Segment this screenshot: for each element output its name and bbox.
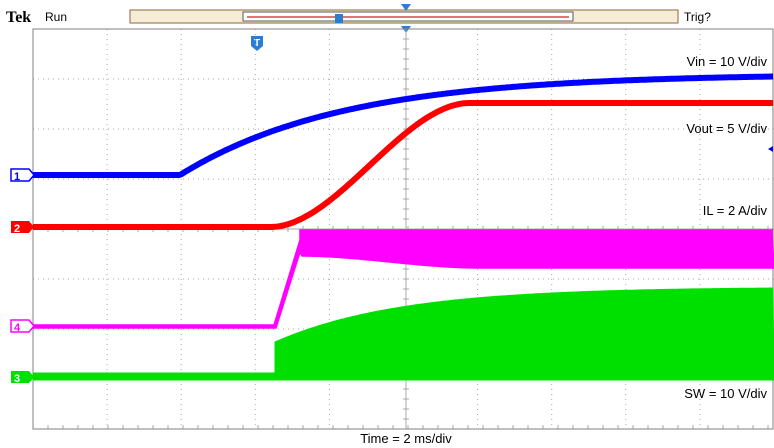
trigger-marker-label: T [254, 38, 260, 49]
offscreen-indicator-icon [768, 146, 773, 152]
channel-2-id: 2 [14, 223, 20, 235]
status-bar: Tek Run Trig? T [6, 4, 711, 51]
channel-1-marker[interactable]: 1 [10, 168, 35, 183]
trigger-state: Trig? [684, 10, 711, 24]
channel-3-marker[interactable]: 3 [11, 371, 34, 385]
vin-scale-label: Vin = 10 V/div [687, 54, 768, 69]
trigger-position-icon[interactable] [401, 4, 411, 11]
channel-4-marker[interactable]: 4 [10, 319, 35, 334]
run-state: Run [45, 10, 67, 24]
channel-4-id: 4 [14, 322, 21, 334]
il-waveform [32, 229, 774, 329]
timebase-label: Time = 2 ms/div [360, 431, 452, 446]
vout-waveform [32, 100, 774, 230]
brand-logo: Tek [6, 9, 31, 26]
channel-2-marker[interactable]: 2 [11, 221, 34, 235]
trigger-marker-icon [335, 14, 343, 23]
sw-waveform [32, 287, 774, 381]
vin-waveform [32, 73, 774, 178]
channel-markers: 1 2 4 3 [10, 146, 773, 385]
sw-scale-label: SW = 10 V/div [684, 386, 767, 401]
trigger-marker-icon[interactable]: T [251, 36, 263, 51]
channel-3-id: 3 [14, 373, 20, 385]
waveforms [32, 73, 774, 381]
vout-scale-label: Vout = 5 V/div [686, 121, 767, 136]
channel-1-id: 1 [14, 171, 20, 183]
il-scale-label: IL = 2 A/div [703, 203, 768, 218]
